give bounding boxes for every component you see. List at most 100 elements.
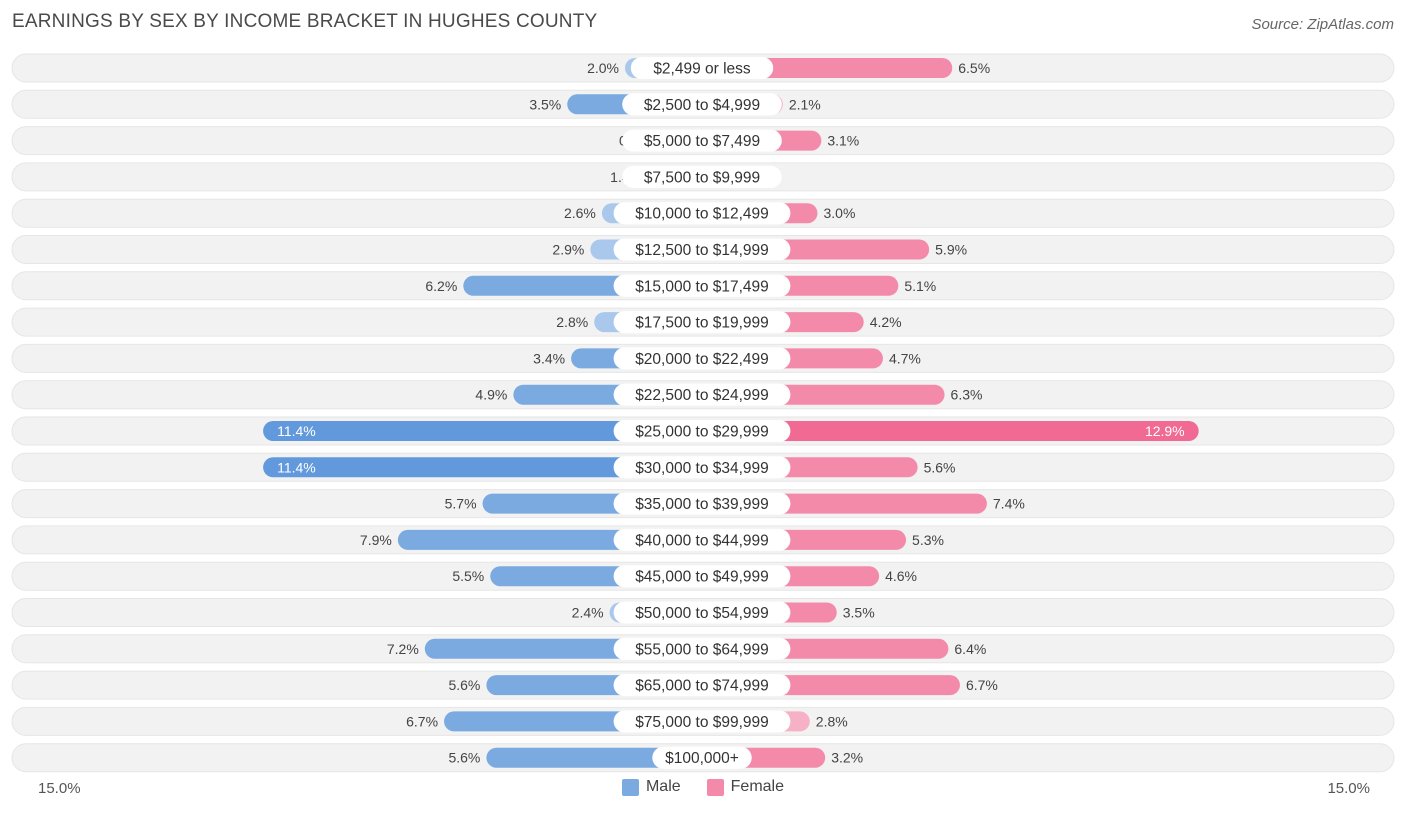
category-label-background [622,93,782,116]
female-value-label: 5.1% [904,278,936,294]
legend: Male Female [0,778,1406,796]
category-label: $30,000 to $34,999 [635,460,769,477]
category-label: $2,499 or less [653,61,751,78]
chart-row: 0.97%3.1%$5,000 to $7,499 [11,126,1395,156]
female-value-label: 12.9% [1145,423,1185,439]
chart-row: 4.9% 6.3% $22,500 to $24,999 [11,380,1395,410]
category-label-background [613,420,791,442]
category-label: $100,000+ [665,750,739,767]
male-bar [263,421,702,441]
chart-row: 2.9% 5.9% $12,500 to $14,999 [11,235,1395,264]
category-label-background [630,57,774,79]
male-swatch [621,778,639,796]
chart-row: 3.5% 2.1% $2,500 to $4,999 [11,89,1395,119]
category-label-background [652,746,752,769]
chart-title: EARNINGS BY SEX BY INCOME BRACKET IN HUG… [12,11,598,32]
female-value-label: 4.2% [870,314,902,330]
female-value-label: 2.1% [789,96,821,112]
category-label-background [613,528,791,551]
legend-item-male[interactable]: Male [621,778,681,796]
female-value-label: 6.7% [966,677,998,693]
male-value-label: 11.4% [277,459,316,475]
male-value-label: 5.6% [448,677,480,693]
category-label: $7,500 to $9,999 [644,169,760,186]
category-label-background [622,165,782,188]
category-label-background [613,565,791,588]
category-label: $5,000 to $7,499 [644,133,760,150]
category-label: $2,500 to $4,999 [644,97,760,114]
male-value-label: 7.9% [360,532,392,548]
category-label: $45,000 to $49,999 [635,569,769,586]
category-label-background [613,637,791,660]
category-label: $25,000 to $29,999 [635,424,769,441]
chart-row: 7.2% 6.4% $55,000 to $64,999 [11,634,1395,664]
male-value-label: 5.7% [445,496,477,512]
male-value-label: 6.2% [425,278,457,294]
female-value-label: 4.6% [885,568,917,584]
category-label-background [622,129,782,152]
category-label-background [613,674,791,697]
female-value-label: 2.8% [816,713,848,729]
legend-female-label: Female [730,778,785,795]
male-value-label: 2.8% [556,314,588,330]
chart-row: 11.4% 12.9% $25,000 to $29,999 [11,416,1395,446]
category-label: $15,000 to $17,499 [635,278,769,295]
category-label: $20,000 to $22,499 [635,351,769,368]
male-value-label: 2.4% [572,605,604,621]
category-label: $17,500 to $19,999 [635,315,769,332]
female-value-label: 3.2% [831,750,863,766]
chart-row: 2.0% 6.5% $2,499 or less [11,53,1395,83]
category-label: $22,500 to $24,999 [635,387,769,404]
category-label: $65,000 to $74,999 [635,678,769,695]
legend-male-label: Male [645,778,681,795]
male-bar [486,747,702,768]
category-label-background [613,710,791,733]
male-value-label: 5.5% [452,568,484,584]
male-value-label: 2.6% [564,205,596,221]
female-value-label: 5.3% [912,532,944,548]
chart-row: 2.8% 4.2% $17,500 to $19,999 [11,307,1395,337]
chart-row: 11.4% 5.6% $30,000 to $34,999 [11,452,1395,482]
category-label-background [613,311,791,334]
male-value-label: 11.4% [277,423,316,439]
category-label-background [613,238,791,261]
male-value-label: 6.7% [406,713,438,729]
female-value-label: 6.4% [954,641,986,657]
chart-row: 5.5% 4.6% $45,000 to $49,999 [11,561,1395,591]
category-label-background [613,456,791,479]
category-label-background [613,601,791,624]
category-label: $55,000 to $64,999 [635,641,769,658]
chart-row: 2.4% 3.5% $50,000 to $54,999 [11,598,1395,627]
male-value-label: 5.6% [448,750,480,766]
female-value-label: 6.5% [958,60,990,76]
category-label: $10,000 to $12,499 [635,206,769,223]
female-value-label: 5.9% [935,242,967,258]
chart-row: 6.2% 5.1% $15,000 to $17,499 [11,271,1395,301]
female-value-label: 7.4% [993,496,1025,512]
chart-row: 5.7% 7.4% $35,000 to $39,999 [11,489,1395,519]
source-credit: Source: ZipAtlas.com [1251,16,1394,33]
axis-left-label: 15.0% [38,780,81,797]
category-label-background [613,347,791,370]
male-value-label: 7.2% [387,641,419,657]
female-value-label: 3.5% [843,605,875,621]
category-label: $35,000 to $39,999 [635,496,769,513]
category-label: $50,000 to $54,999 [635,605,769,622]
chart-row: 2.6% 3.0% $10,000 to $12,499 [11,198,1395,228]
male-value-label: 4.9% [475,387,507,403]
female-value-label: 4.7% [889,350,921,366]
category-label-background [613,202,791,225]
axis-right-label: 15.0% [1327,780,1370,797]
category-label-background [613,492,791,515]
male-value-label: 3.4% [533,350,565,366]
chart-row: 7.9% 5.3% $40,000 to $44,999 [11,525,1395,555]
female-value-label: 5.6% [924,459,956,475]
male-value-label: 3.5% [529,96,561,112]
female-swatch [706,778,724,796]
male-value-label: 2.0% [587,60,619,76]
female-bar [702,421,1199,441]
legend-item-female[interactable]: Female [706,778,785,796]
category-label-background [613,274,791,297]
chart-row: 5.6% 6.7% $65,000 to $74,999 [11,670,1395,700]
